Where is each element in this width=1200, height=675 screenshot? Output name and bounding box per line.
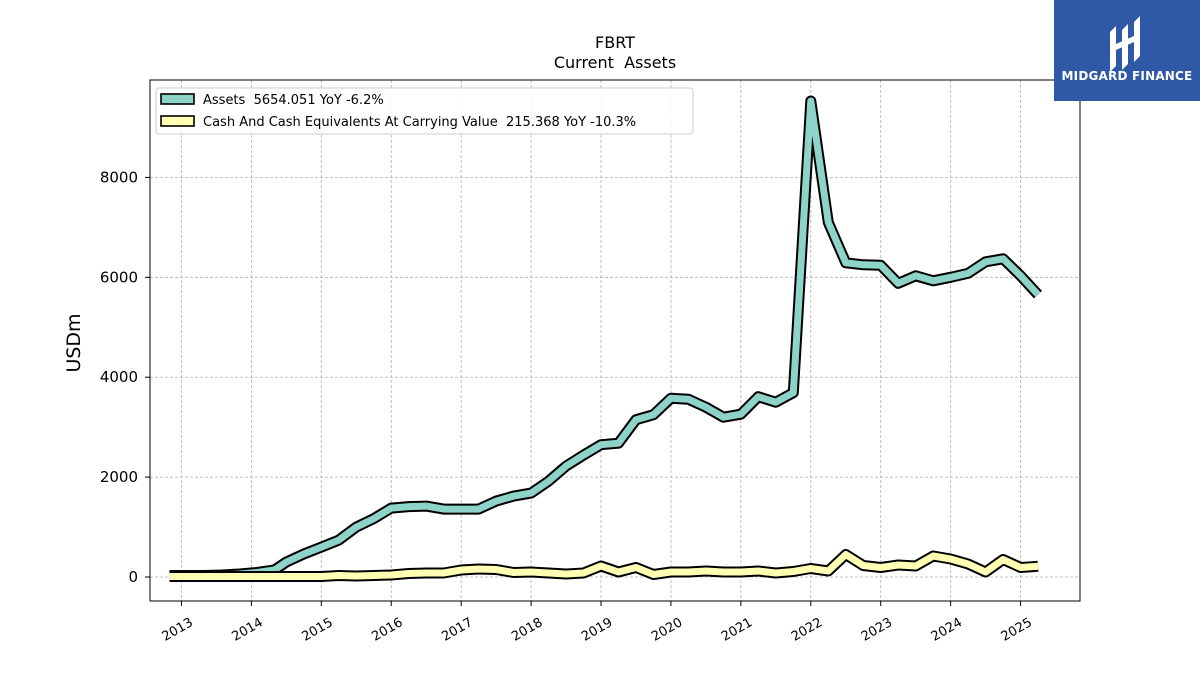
series-layer: [169, 95, 1043, 582]
x-tick-label: 2020: [649, 615, 685, 645]
legend-box: [155, 87, 694, 135]
x-tick-label: 2017: [439, 615, 475, 645]
chart-subtitle: Current Assets: [554, 53, 676, 72]
x-tick-label: 2019: [579, 615, 615, 645]
x-tick-label: 2025: [999, 615, 1035, 645]
y-tick-label: 2000: [100, 468, 138, 486]
y-axis-label: USDm: [63, 313, 85, 372]
y-tick-label: 0: [128, 568, 138, 586]
y-tick-label: 4000: [100, 368, 138, 386]
y-tick-label: 6000: [100, 268, 138, 286]
brand-logo: MIDGARD FINANCE: [1054, 0, 1200, 101]
x-tick-label: 2024: [929, 615, 965, 645]
x-tick-label: 2023: [859, 615, 895, 645]
x-tick-label: 2013: [160, 615, 196, 645]
logo-text: MIDGARD FINANCE: [1061, 69, 1193, 83]
series-line-1: [169, 551, 1039, 580]
series-outline-0: [169, 95, 1043, 581]
legend: Assets 5654.051 YoY -6.2% Cash And Cash …: [155, 87, 694, 135]
y-tick-label: 8000: [100, 168, 138, 186]
legend-swatch-cash: [160, 115, 195, 127]
x-tick-label: 2022: [789, 615, 825, 645]
x-tick-label: 2015: [299, 615, 335, 645]
grid-layer: [150, 80, 1080, 601]
chart-title: FBRT: [595, 33, 635, 52]
x-tick-label: 2021: [719, 615, 755, 645]
x-tick-label: 2014: [230, 615, 266, 645]
legend-label-assets: Assets 5654.051 YoY -6.2%: [203, 93, 384, 108]
logo-mark-icon: [1110, 16, 1140, 72]
series-line-0: [169, 97, 1041, 579]
legend-swatch-assets: [160, 93, 195, 105]
plot-frame: [149, 79, 1081, 602]
x-tick-label: 2018: [509, 615, 545, 645]
legend-label-cash: Cash And Cash Equivalents At Carrying Va…: [203, 115, 636, 130]
x-tick-label: 2016: [369, 615, 405, 645]
